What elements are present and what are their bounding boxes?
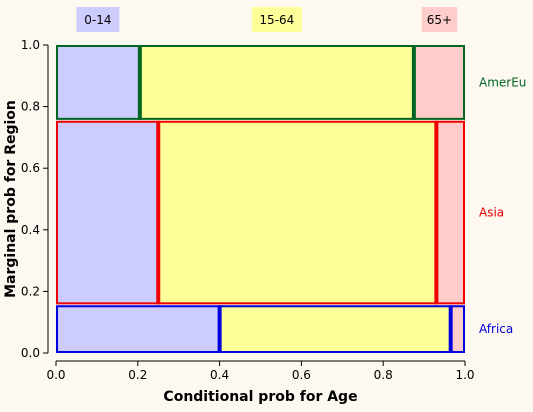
x-tick-label: 0.6 [292,368,311,382]
y-tick-label: 0.8 [21,100,40,114]
region-label-africa: Africa [479,322,513,336]
y-tick-label: 0.0 [21,346,40,360]
age-group-headers: 0-14 15-64 65+ [76,7,458,32]
y-tick-label: 0.4 [21,223,40,237]
y-tick-label: 0.2 [21,284,40,298]
cell-asia-age-2 [436,120,465,305]
axes: 0.0 0.2 0.4 0.6 0.8 1.0 0.0 0.2 0.4 0.6 0.8 1.0 [21,38,475,382]
age-header-1: 15-64 [251,7,302,32]
cell-amereu-age-2 [413,45,465,120]
x-tick-label: 0.2 [128,368,147,382]
region-border-asia [56,120,465,305]
y-tick-label: 1.0 [21,38,40,52]
region-border-africa [56,305,465,354]
age-header-label-1: 15-64 [259,13,294,27]
x-tick-label: 0.8 [374,368,393,382]
age-header-0: 0-14 [76,7,120,32]
cell-asia-age-1 [158,120,437,305]
y-tick-label: 0.6 [21,161,40,175]
mosaic-cells [56,45,465,354]
cell-africa-age-2 [450,305,465,353]
age-header-label-2: 65+ [427,13,452,27]
cell-africa-age-0 [56,305,220,353]
age-header-label-0: 0-14 [84,13,111,27]
x-tick-label: 1.0 [455,368,474,382]
x-axis-title: Conditional prob for Age [163,389,357,405]
age-header-2: 65+ [421,7,458,32]
age-header-badge-1 [251,7,302,32]
x-axis-ticks: 0.0 0.2 0.4 0.6 0.8 1.0 [46,361,475,382]
cell-africa-age-1 [219,305,451,353]
age-header-badge-0 [76,7,120,32]
age-header-badge-2 [421,7,458,32]
cell-amereu-age-1 [139,45,414,120]
region-border-amereu [56,45,465,120]
region-row-asia [56,120,465,305]
region-label-amereu: AmerEu [479,75,526,89]
region-row-amereu [56,45,465,120]
cell-asia-age-0 [56,120,159,305]
x-tick-label: 0.4 [210,368,229,382]
region-label-asia: Asia [479,206,504,220]
cell-amereu-age-0 [56,45,140,120]
x-tick-label: 0.0 [46,368,65,382]
region-labels: Africa Asia AmerEu [479,75,526,336]
region-row-africa [56,305,465,354]
y-axis-title: Marginal prob for Region [3,100,19,298]
y-axis-ticks: 0.0 0.2 0.4 0.6 0.8 1.0 [21,38,48,360]
